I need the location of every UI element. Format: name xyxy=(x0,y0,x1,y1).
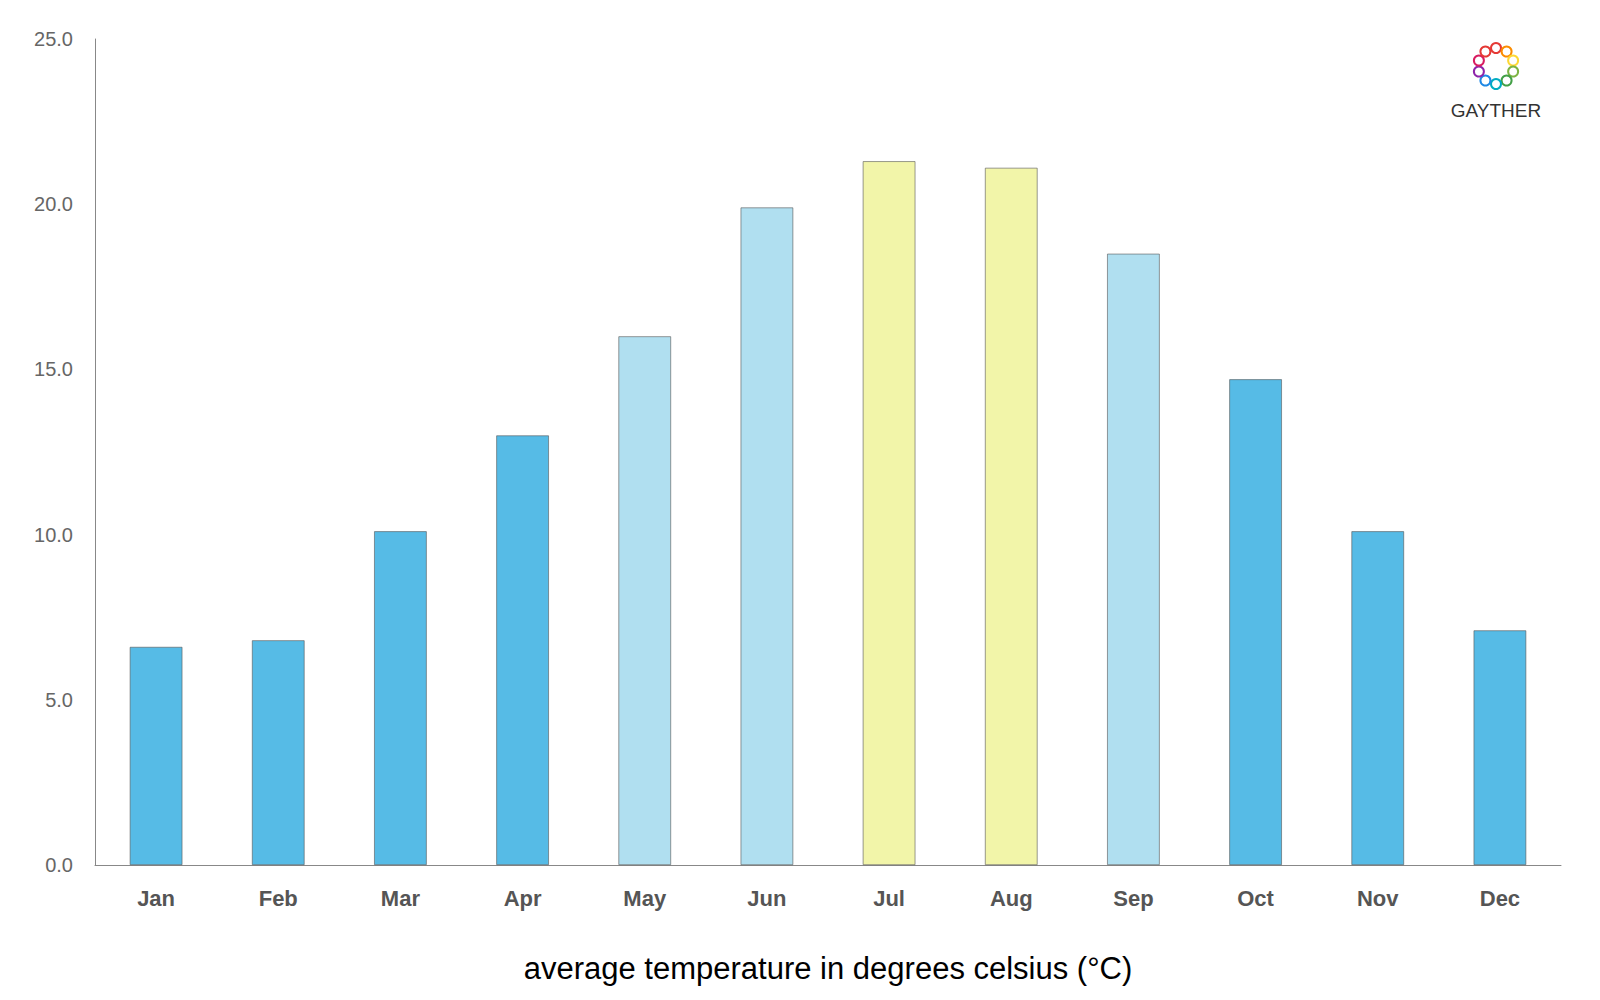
svg-text:Aug: Aug xyxy=(990,886,1033,911)
svg-text:0.0: 0.0 xyxy=(45,854,73,876)
svg-text:Apr: Apr xyxy=(504,886,542,911)
svg-text:Jul: Jul xyxy=(873,886,905,911)
svg-text:10.0: 10.0 xyxy=(34,524,73,546)
svg-text:Jun: Jun xyxy=(747,886,786,911)
svg-text:Nov: Nov xyxy=(1357,886,1399,911)
svg-text:5.0: 5.0 xyxy=(45,689,73,711)
svg-text:Oct: Oct xyxy=(1237,886,1274,911)
svg-text:Mar: Mar xyxy=(381,886,421,911)
svg-text:average temperature in degrees: average temperature in degrees celsius (… xyxy=(524,951,1133,986)
svg-text:25.0: 25.0 xyxy=(34,28,73,50)
svg-text:Sep: Sep xyxy=(1113,886,1153,911)
svg-text:Jan: Jan xyxy=(137,886,175,911)
svg-text:Dec: Dec xyxy=(1480,886,1520,911)
svg-text:15.0: 15.0 xyxy=(34,358,73,380)
svg-text:GAYTHER: GAYTHER xyxy=(1451,100,1541,121)
svg-text:20.0: 20.0 xyxy=(34,193,73,215)
svg-text:Feb: Feb xyxy=(259,886,298,911)
svg-text:May: May xyxy=(623,886,667,911)
